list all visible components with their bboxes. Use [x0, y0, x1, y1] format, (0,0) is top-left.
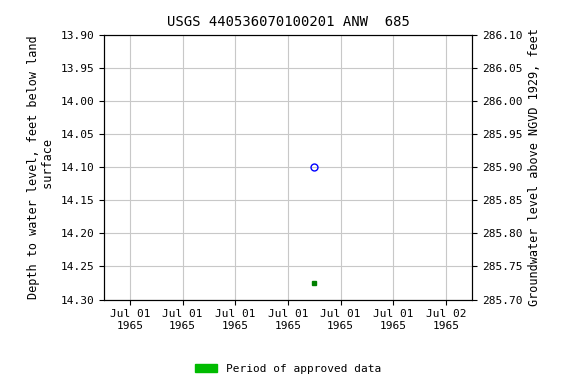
Y-axis label: Depth to water level, feet below land
 surface: Depth to water level, feet below land su…: [26, 35, 55, 299]
Y-axis label: Groundwater level above NGVD 1929, feet: Groundwater level above NGVD 1929, feet: [528, 28, 541, 306]
Legend: Period of approved data: Period of approved data: [191, 359, 385, 379]
Title: USGS 440536070100201 ANW  685: USGS 440536070100201 ANW 685: [166, 15, 410, 29]
